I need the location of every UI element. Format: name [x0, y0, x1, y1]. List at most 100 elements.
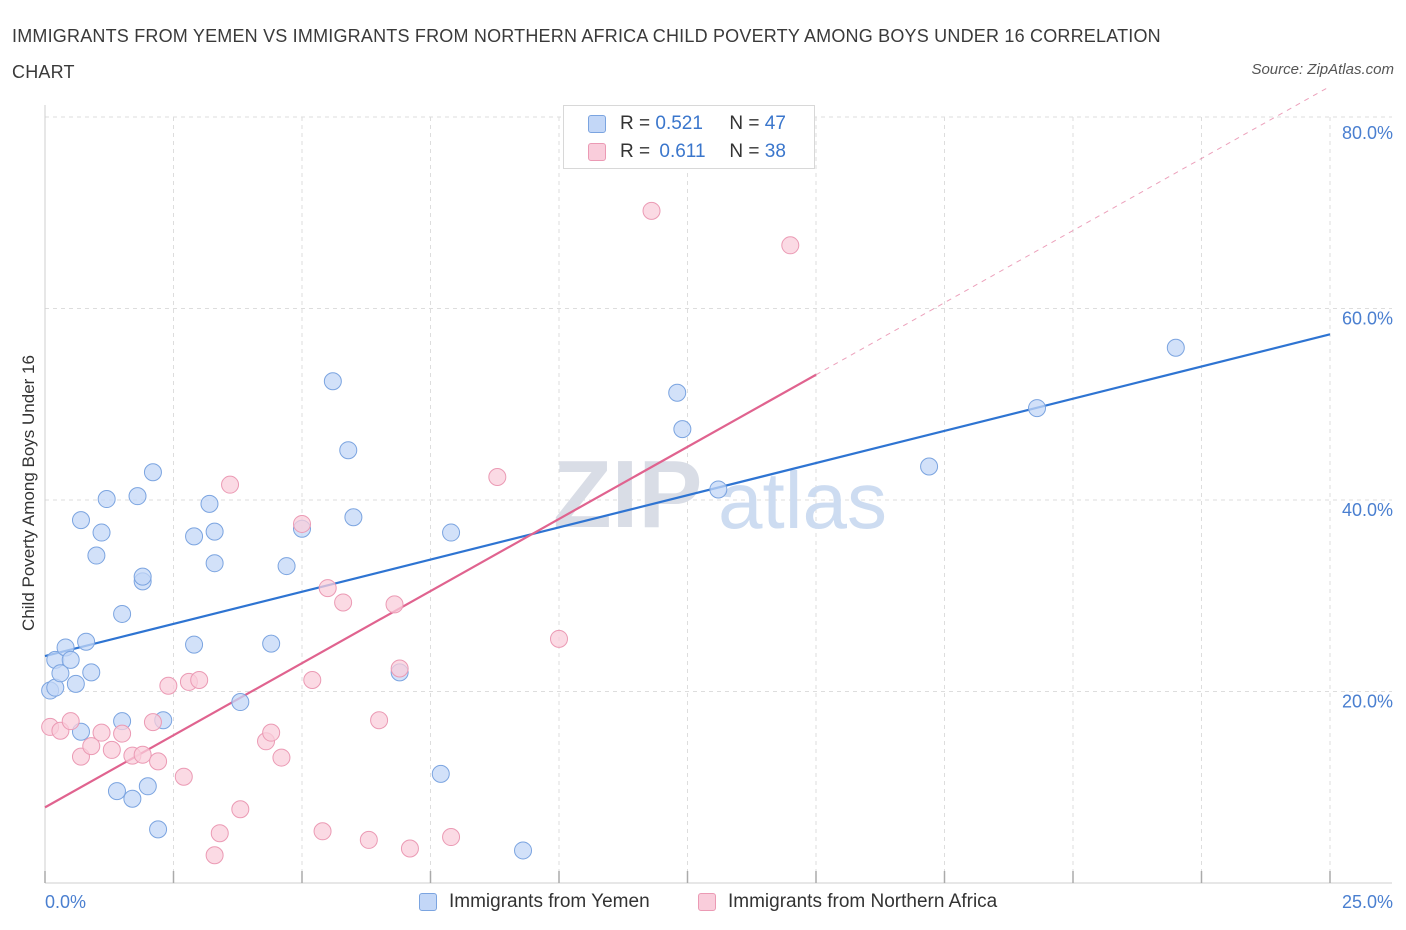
yemen-point: [71, 511, 90, 530]
yemen-point: [51, 664, 70, 683]
nafrica-point: [303, 671, 322, 690]
legend-n-label: N =: [729, 141, 765, 162]
yemen-point: [82, 663, 101, 682]
yemen-point: [97, 490, 116, 509]
y-tick-label: 40.0%: [1342, 500, 1393, 520]
nafrica-point: [92, 723, 111, 742]
nafrica-point: [781, 236, 800, 255]
legend-r-value: 0.521: [655, 113, 703, 134]
yemen-point: [185, 527, 204, 546]
yemen-point: [133, 567, 152, 586]
trend-extension-nafrica: [815, 85, 1331, 376]
yemen-point: [668, 383, 687, 402]
nafrica-point: [390, 659, 409, 678]
yemen-point: [339, 441, 358, 460]
trend-line-yemen: [44, 333, 1331, 658]
x-tick-label-min: 0.0%: [45, 892, 86, 912]
yemen-point: [200, 494, 219, 513]
yemen-point: [87, 546, 106, 565]
nafrica-point: [190, 671, 209, 690]
nafrica-point: [642, 201, 661, 220]
legend-n-value: 38: [764, 141, 786, 162]
axis-layer: 80.0% 60.0% 40.0% 20.0% 0.0% 25.0%: [44, 105, 1393, 912]
bottom-legend-nafrica-label: Immigrants from Northern Africa: [728, 891, 998, 912]
bottom-swatch-yemen: [419, 893, 437, 911]
nafrica-point: [149, 752, 168, 771]
legend-r-label: R =: [620, 113, 656, 134]
stats-legend: R = 0.521 N = 47 R = 0.611 N = 38: [563, 105, 815, 169]
legend-row-nafrica: R = 0.611 N = 38: [588, 141, 786, 163]
yemen-point: [1166, 338, 1185, 357]
points-layer: [41, 201, 1185, 865]
nafrica-point: [133, 745, 152, 764]
x-tick-label-max: 25.0%: [1342, 892, 1393, 912]
nafrica-point: [159, 676, 178, 695]
yemen-point: [205, 522, 224, 541]
yemen-point: [431, 764, 450, 783]
watermark: ZIP atlas: [553, 441, 887, 548]
trend-line-nafrica: [44, 373, 817, 809]
yemen-point: [277, 557, 296, 576]
y-tick-label: 80.0%: [1342, 123, 1393, 143]
yemen-point: [149, 820, 168, 839]
yemen-point: [77, 632, 96, 651]
yemen-point: [323, 372, 342, 391]
yemen-point: [128, 487, 147, 506]
legend-swatch-nafrica: [588, 143, 606, 161]
y-axis-label: Child Poverty Among Boys Under 16: [19, 355, 38, 631]
yemen-point: [143, 463, 162, 482]
bottom-swatch-nafrica: [698, 893, 716, 911]
nafrica-point: [370, 711, 389, 730]
yemen-point: [113, 604, 132, 623]
yemen-point: [262, 634, 281, 653]
nafrica-point: [359, 830, 378, 849]
legend-row-yemen: R = 0.521 N = 47: [588, 113, 786, 135]
nafrica-point: [400, 839, 419, 858]
nafrica-point: [113, 724, 132, 743]
nafrica-point: [442, 828, 461, 847]
nafrica-point: [210, 824, 229, 843]
nafrica-point: [488, 468, 507, 487]
nafrica-point: [82, 737, 101, 756]
yemen-point: [92, 523, 111, 542]
y-tick-label: 20.0%: [1342, 692, 1393, 712]
yemen-point: [442, 523, 461, 542]
watermark-zip: ZIP: [553, 441, 702, 548]
bottom-legend-nafrica: Immigrants from Northern Africa: [698, 889, 997, 915]
chart-title: IMMIGRANTS FROM YEMEN VS IMMIGRANTS FROM…: [12, 26, 1161, 82]
legend-r-value: 0.611: [659, 141, 706, 162]
trend-layer: [44, 85, 1331, 809]
watermark-atlas: atlas: [718, 456, 887, 545]
nafrica-point: [272, 748, 291, 767]
nafrica-point: [318, 579, 337, 598]
legend-r-label: R =: [620, 141, 656, 162]
legend-n-value: 47: [764, 113, 786, 134]
yemen-point: [138, 777, 157, 796]
yemen-point: [344, 508, 363, 527]
nafrica-point: [102, 740, 121, 759]
yemen-point: [61, 650, 80, 669]
yemen-point: [920, 457, 939, 476]
nafrica-point: [550, 629, 568, 648]
nafrica-point: [231, 800, 250, 819]
nafrica-point: [61, 712, 80, 731]
nafrica-point: [174, 767, 193, 786]
yemen-point: [123, 789, 142, 808]
y-tick-label: 60.0%: [1342, 309, 1393, 329]
nafrica-point: [221, 475, 240, 494]
yemen-point: [231, 693, 250, 712]
yemen-point: [107, 782, 126, 801]
yemen-point: [185, 635, 204, 654]
nafrica-point: [262, 723, 281, 742]
bottom-legend-yemen: Immigrants from Yemen: [419, 889, 650, 915]
nafrica-point: [385, 595, 404, 614]
yemen-point: [673, 420, 692, 439]
nafrica-point: [313, 822, 332, 841]
yemen-point: [205, 554, 224, 573]
nafrica-point: [205, 846, 224, 865]
nafrica-point: [293, 514, 311, 533]
bottom-legend: Immigrants from Yemen Immigrants from No…: [0, 889, 1406, 915]
legend-swatch-yemen: [588, 115, 606, 133]
nafrica-point: [334, 593, 353, 612]
